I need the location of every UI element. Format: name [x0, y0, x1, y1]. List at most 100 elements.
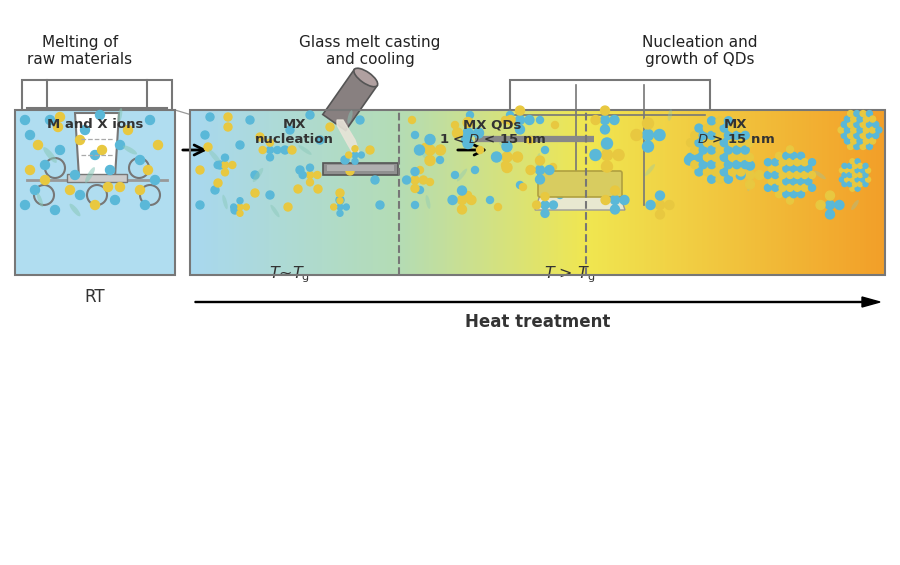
Circle shape	[848, 111, 853, 116]
Bar	[366, 110, 369, 275]
Circle shape	[729, 168, 736, 176]
Circle shape	[154, 141, 163, 150]
Circle shape	[337, 210, 343, 216]
Circle shape	[421, 144, 428, 150]
Circle shape	[863, 127, 869, 133]
Circle shape	[146, 115, 155, 124]
Bar	[556, 110, 559, 275]
Bar	[677, 110, 680, 275]
Text: MX
$D$ > 15 nm: MX $D$ > 15 nm	[697, 118, 775, 146]
Circle shape	[104, 182, 112, 192]
Bar	[880, 110, 883, 275]
Circle shape	[536, 176, 544, 184]
Circle shape	[76, 136, 85, 145]
Circle shape	[464, 192, 472, 198]
Circle shape	[654, 129, 665, 141]
Bar	[558, 110, 562, 275]
Circle shape	[53, 123, 62, 132]
Circle shape	[550, 163, 556, 171]
Circle shape	[699, 160, 707, 168]
Bar	[318, 110, 320, 275]
Bar	[683, 110, 687, 275]
Circle shape	[855, 177, 860, 182]
Bar	[452, 110, 454, 275]
Circle shape	[545, 166, 554, 175]
Circle shape	[314, 185, 322, 193]
Circle shape	[787, 184, 794, 192]
Circle shape	[536, 175, 544, 184]
Circle shape	[850, 116, 857, 122]
Circle shape	[840, 177, 844, 182]
Circle shape	[457, 186, 466, 195]
Text: MX QDs
1 < $D$ < 15 nm: MX QDs 1 < $D$ < 15 nm	[438, 118, 546, 146]
Bar	[649, 110, 652, 275]
Bar	[380, 110, 382, 275]
Circle shape	[687, 153, 695, 162]
Bar	[459, 110, 462, 275]
Circle shape	[712, 153, 720, 162]
Ellipse shape	[668, 109, 672, 121]
Bar	[621, 110, 624, 275]
Circle shape	[787, 197, 794, 204]
Bar	[602, 110, 606, 275]
Bar	[352, 110, 356, 275]
Circle shape	[873, 132, 878, 138]
Circle shape	[236, 141, 244, 149]
Bar	[695, 110, 698, 275]
Circle shape	[536, 156, 544, 165]
Bar	[302, 110, 304, 275]
Bar	[563, 110, 566, 275]
Bar	[238, 110, 241, 275]
Circle shape	[352, 146, 358, 151]
Circle shape	[712, 168, 720, 176]
Circle shape	[825, 191, 834, 200]
Text: MX
nucleation: MX nucleation	[255, 118, 334, 146]
Circle shape	[772, 184, 778, 192]
Bar	[584, 110, 587, 275]
Circle shape	[600, 106, 609, 115]
Bar	[285, 110, 288, 275]
Bar	[732, 110, 735, 275]
Circle shape	[206, 113, 214, 121]
Circle shape	[863, 181, 868, 186]
Circle shape	[409, 116, 416, 124]
Circle shape	[733, 160, 741, 168]
Text: Glass melt casting
and cooling: Glass melt casting and cooling	[300, 35, 441, 67]
Bar	[472, 110, 475, 275]
Bar	[315, 110, 318, 275]
Bar	[781, 110, 784, 275]
Circle shape	[842, 163, 847, 168]
Bar	[392, 110, 394, 275]
Circle shape	[825, 210, 834, 219]
Circle shape	[150, 176, 159, 185]
Bar	[651, 110, 654, 275]
Bar	[243, 110, 247, 275]
Bar	[827, 110, 830, 275]
Bar	[820, 110, 823, 275]
Bar	[572, 110, 575, 275]
Bar	[234, 110, 237, 275]
Circle shape	[601, 138, 613, 149]
Bar	[408, 110, 410, 275]
Circle shape	[296, 166, 304, 174]
Circle shape	[863, 172, 868, 177]
Circle shape	[863, 163, 868, 168]
Bar	[734, 110, 737, 275]
Bar	[536, 110, 538, 275]
Bar	[436, 110, 438, 275]
Circle shape	[695, 155, 705, 165]
Ellipse shape	[253, 168, 264, 182]
Bar	[211, 110, 214, 275]
Circle shape	[790, 178, 797, 185]
Bar	[323, 163, 398, 175]
Circle shape	[745, 153, 753, 162]
Circle shape	[21, 201, 30, 210]
Bar	[528, 110, 531, 275]
Circle shape	[462, 137, 469, 144]
Bar	[730, 110, 733, 275]
Bar	[487, 110, 490, 275]
Bar	[306, 110, 309, 275]
Bar	[368, 110, 372, 275]
Circle shape	[76, 190, 85, 199]
Circle shape	[516, 115, 525, 124]
